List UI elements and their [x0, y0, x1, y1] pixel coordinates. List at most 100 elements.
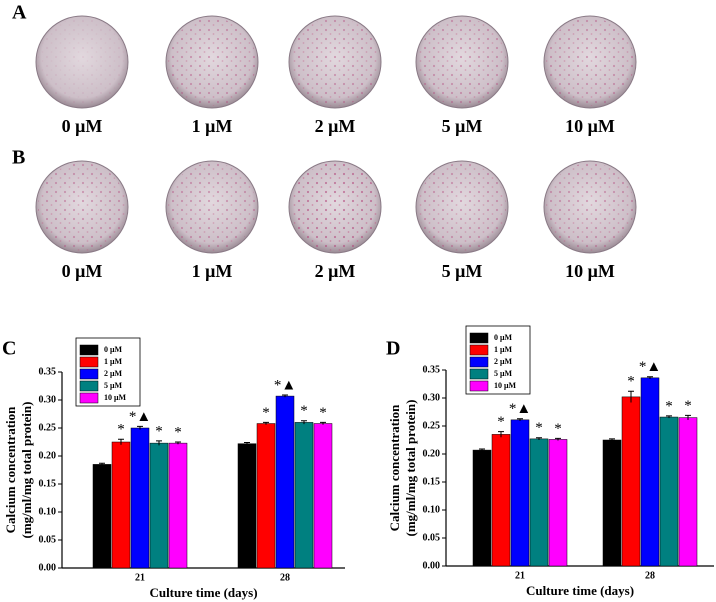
significance-marker: *▲ — [509, 401, 531, 417]
error-bar — [282, 394, 288, 398]
well-stain — [38, 18, 126, 106]
significance-marker: * — [262, 405, 270, 421]
significance-marker: * — [319, 405, 327, 421]
y-tick-label: 0.15 — [39, 478, 57, 489]
legend-swatch — [469, 344, 489, 356]
legend-swatch — [79, 368, 99, 380]
legend-label: 1 μM — [104, 357, 123, 366]
well-label: 2 μM — [315, 116, 356, 136]
well-label: 0 μM — [62, 261, 103, 281]
bar — [640, 377, 660, 567]
legend-label: 0 μM — [494, 333, 513, 342]
y-tick-label: 0.00 — [39, 562, 57, 573]
y-tick-label: 0.20 — [39, 450, 57, 461]
legend-label: 10 μM — [494, 381, 517, 390]
y-axis-label: (mg/ml/mg total protein) — [19, 402, 34, 539]
error-bar — [647, 376, 653, 379]
error-bar — [118, 438, 124, 445]
legend-swatch — [469, 356, 489, 368]
error-bar — [320, 421, 326, 425]
panel-label: C — [2, 338, 16, 360]
legend-swatch — [79, 380, 99, 392]
error-bar — [628, 390, 634, 403]
well-label: 2 μM — [315, 261, 356, 281]
bar — [92, 464, 112, 569]
x-tick-label: 28 — [280, 572, 290, 583]
significance-marker: * — [535, 420, 543, 436]
legend-swatch — [79, 344, 99, 356]
significance-marker: * — [627, 374, 635, 390]
legend-label: 10 μM — [104, 393, 127, 402]
error-bar — [536, 437, 542, 440]
error-bar — [609, 438, 615, 442]
significance-marker: * — [174, 424, 182, 440]
legend-label: 2 μM — [494, 357, 513, 366]
error-bar — [555, 437, 561, 441]
bar — [472, 449, 492, 567]
y-tick-label: 0.05 — [423, 532, 441, 543]
bar — [602, 439, 622, 567]
y-tick-label: 0.00 — [423, 560, 441, 571]
well-label: 10 μM — [565, 116, 615, 136]
y-tick-label: 0.35 — [39, 366, 57, 377]
error-bar — [685, 414, 691, 420]
significance-marker: *▲ — [639, 359, 661, 375]
y-tick-label: 0.25 — [423, 420, 441, 431]
bar — [256, 423, 276, 569]
well-stain — [168, 163, 256, 251]
legend-label: 5 μM — [104, 381, 123, 390]
panel-label: D — [386, 338, 400, 360]
x-tick-label: 21 — [135, 572, 145, 583]
error-bar — [498, 431, 504, 438]
well-stain — [546, 163, 634, 251]
error-bar — [99, 462, 105, 466]
significance-marker: * — [155, 423, 163, 439]
x-axis-label: Culture time (days) — [526, 583, 634, 598]
significance-marker: * — [554, 421, 562, 437]
legend-swatch — [79, 356, 99, 368]
error-bar — [263, 421, 269, 425]
bar — [111, 441, 131, 569]
error-bar — [479, 448, 485, 452]
well-label: 1 μM — [192, 116, 233, 136]
bar — [621, 396, 641, 567]
bar — [130, 427, 150, 569]
bar — [275, 395, 295, 569]
significance-marker: *▲ — [274, 377, 296, 393]
error-bar — [517, 418, 523, 421]
x-tick-label: 28 — [645, 570, 655, 581]
legend-swatch — [469, 332, 489, 344]
legend-label: 5 μM — [494, 369, 513, 378]
well-stain — [291, 163, 379, 251]
y-axis-label: Calcium concentration — [3, 406, 18, 534]
x-tick-label: 21 — [515, 570, 525, 581]
well-stain — [418, 18, 506, 106]
significance-marker: * — [497, 414, 505, 430]
bar — [510, 419, 530, 567]
bar — [548, 439, 568, 567]
legend-swatch — [469, 380, 489, 392]
y-tick-label: 0.10 — [423, 504, 441, 515]
significance-marker: * — [117, 422, 125, 438]
error-bar — [137, 425, 143, 430]
legend-label: 0 μM — [104, 345, 123, 354]
well-label: 1 μM — [192, 261, 233, 281]
significance-marker: * — [665, 398, 673, 414]
bar — [294, 422, 314, 569]
panel-label: B — [12, 147, 25, 169]
y-tick-label: 0.30 — [39, 394, 57, 405]
well-stain — [546, 18, 634, 106]
well-stain — [38, 163, 126, 251]
error-bar — [244, 442, 250, 445]
error-bar — [301, 420, 307, 425]
well-label: 10 μM — [565, 261, 615, 281]
well-stain — [418, 163, 506, 251]
y-axis-label: (mg/ml/mg total protein) — [403, 400, 418, 537]
bar — [529, 438, 549, 567]
significance-marker: *▲ — [129, 409, 151, 425]
legend-label: 1 μM — [494, 345, 513, 354]
legend-swatch — [79, 392, 99, 404]
y-tick-label: 0.15 — [423, 476, 441, 487]
panel-label: A — [12, 2, 27, 24]
